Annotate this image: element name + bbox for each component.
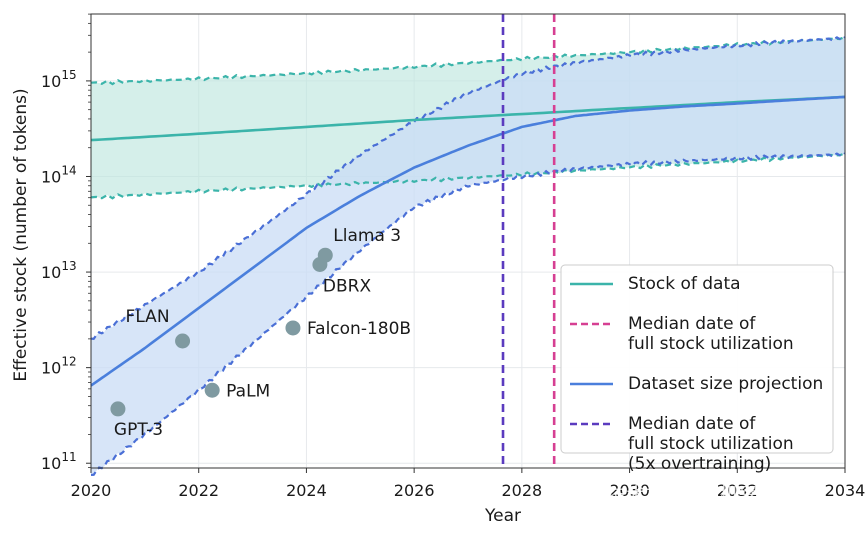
projection-band <box>91 37 845 475</box>
x-axis-label: Year <box>484 506 521 526</box>
y-tick-label: 1013 <box>41 259 77 282</box>
x-tick-label: 2034 <box>825 481 866 500</box>
y-tick-label: 1014 <box>41 163 77 186</box>
x-tick-label: 2026 <box>394 481 435 500</box>
projection-lower-edge <box>90 152 846 476</box>
point-label: Falcon-180B <box>307 319 411 339</box>
point-label: DBRX <box>323 276 372 296</box>
axes-frame <box>90 13 846 469</box>
stock-line <box>90 95 846 142</box>
watermark-text: 掘金技术社区 @ 机器之心 <box>566 483 799 507</box>
legend-label: full stock utilization <box>628 434 794 454</box>
x-tick-label: 2032 <box>717 481 758 500</box>
legend-label: Dataset size projection <box>628 374 823 394</box>
y-tick-label: 1015 <box>41 68 77 91</box>
legend-label: Median date of <box>628 314 756 334</box>
point-label: PaLM <box>226 381 270 401</box>
model-point <box>110 401 126 417</box>
y-tick-label: 1012 <box>41 355 77 378</box>
model-point <box>317 247 333 263</box>
x-tick-label: 2028 <box>501 481 542 500</box>
y-axis-label: Effective stock (number of tokens) <box>11 88 31 381</box>
projection-upper-edge <box>90 36 846 340</box>
legend-label: Stock of data <box>628 274 741 294</box>
legend-label: (5x overtraining) <box>628 454 771 474</box>
stock-lower-edge <box>90 152 846 200</box>
legend-label: full stock utilization <box>628 334 794 354</box>
point-label: Llama 3 <box>333 226 401 246</box>
x-tick-label: 2030 <box>609 481 650 500</box>
point-label: FLAN <box>126 307 170 327</box>
point-label: GPT-3 <box>114 420 163 440</box>
y-tick-label: 1011 <box>41 450 77 473</box>
y-minor-ticks <box>88 13 91 468</box>
model-point <box>204 382 220 398</box>
legend-box <box>560 264 834 454</box>
stock-upper-edge <box>90 35 846 86</box>
model-point <box>175 333 191 349</box>
x-tick-label: 2020 <box>71 481 112 500</box>
projection-line <box>90 95 846 387</box>
x-tick-label: 2022 <box>178 481 219 500</box>
model-point <box>285 320 301 336</box>
legend-label: Median date of <box>628 414 756 434</box>
x-tick-label: 2024 <box>286 481 327 500</box>
